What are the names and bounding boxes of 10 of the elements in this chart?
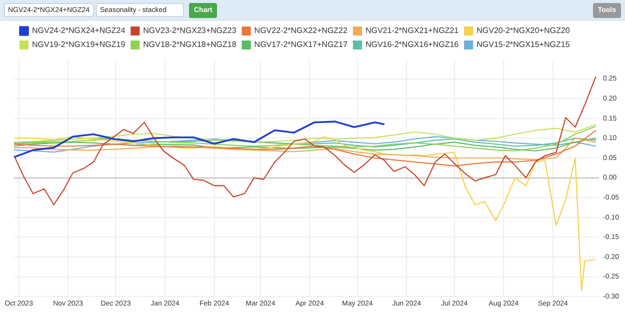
legend-label: NGV15-2*NGX15+NGZ15 — [476, 40, 570, 50]
legend-label: NGV19-2*NGX19+NGZ19 — [32, 40, 126, 50]
legend-label: NGV23-2*NGX23+NGZ23 — [143, 26, 237, 36]
legend-label: NGV16-2*NGX16+NGZ16 — [365, 40, 460, 50]
legend-label: NGV22-2*NGX22+NGZ22 — [254, 26, 348, 36]
legend-label: NGV21-2*NGX21+NGZ21 — [365, 26, 460, 36]
legend-label: NGV17-2*NGX17+NGZ17 — [254, 40, 348, 50]
legend-label: NGV18-2*NGX18+NGZ18 — [143, 40, 237, 50]
legend-label: NGV20-2*NGX20+NGZ20 — [476, 26, 570, 36]
legend-label: NGV24-2*NGX24+NGZ24 — [32, 26, 126, 36]
